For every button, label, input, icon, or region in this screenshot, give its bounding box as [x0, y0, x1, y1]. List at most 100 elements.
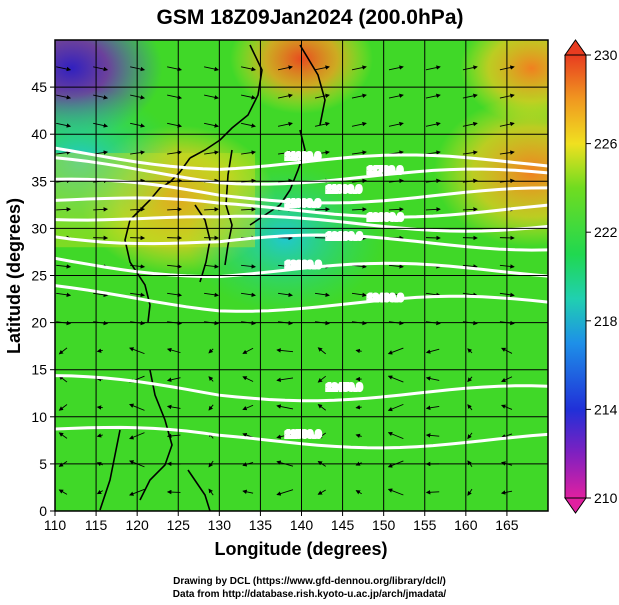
colorbar-tick-label: 218 [594, 313, 618, 329]
x-tick-label: 120 [125, 517, 149, 533]
wind-vector [93, 207, 109, 212]
x-tick-label: 150 [372, 517, 396, 533]
wind-vector [425, 150, 441, 155]
wind-vector [96, 348, 103, 353]
colorbar: 210 214 218 222 226 230 [564, 39, 618, 514]
wind-vector [240, 94, 256, 100]
wind-vector [467, 348, 473, 354]
contour-label: 11700.0 [367, 166, 403, 177]
wind-vector [388, 93, 404, 99]
x-tick-label: 145 [331, 517, 355, 533]
wind-vector [425, 121, 441, 127]
wind-vector [388, 264, 404, 269]
wind-vector [56, 207, 72, 212]
wind-vector [208, 376, 214, 382]
colorbar-max-arrow [564, 39, 587, 56]
wind-vector [240, 66, 256, 72]
wind-vector [388, 65, 404, 71]
wind-vector [241, 264, 256, 269]
wind-vector [96, 489, 104, 495]
y-tick-label: 30 [31, 220, 47, 236]
wind-vector [351, 65, 367, 71]
wind-vector [351, 93, 367, 99]
wind-vector [278, 264, 293, 269]
colorbar-ramp [564, 54, 587, 499]
wind-vector [425, 405, 440, 411]
wind-vector [317, 375, 327, 383]
wind-vector [314, 150, 330, 155]
wind-vector [355, 490, 362, 495]
wind-vector [467, 488, 473, 496]
wind-vector [425, 490, 440, 495]
wind-vector [204, 264, 220, 269]
wind-vector [467, 404, 473, 411]
wind-vector [96, 433, 103, 438]
wind-vector [276, 489, 294, 496]
wind-vector [462, 292, 478, 298]
wind-vector [277, 65, 293, 71]
wind-vector [425, 433, 440, 438]
wind-vector [351, 207, 367, 212]
wind-vector [58, 404, 68, 411]
wind-vector [276, 348, 294, 353]
grid [55, 40, 548, 511]
wind-vector [388, 207, 404, 212]
wind-vector [462, 65, 478, 71]
chart-title: GSM 18Z09Jan2024 (200.0hPa) [156, 6, 463, 29]
wind-vector [278, 292, 293, 298]
wind-vector [351, 292, 367, 298]
wind-vector [167, 150, 183, 155]
wind-vector [462, 207, 478, 212]
wind-vector [276, 404, 294, 410]
wind-vector [204, 207, 220, 212]
y-tick-label: 25 [31, 268, 47, 284]
y-tick-label: 35 [31, 173, 47, 189]
x-tick-label: 155 [413, 517, 437, 533]
wind-vector [242, 404, 254, 411]
contour-label: 11600.0 [285, 151, 321, 162]
wind-vector [56, 150, 72, 155]
wind-vector [425, 376, 440, 381]
wind-vector [467, 432, 473, 440]
wind-vector [276, 433, 294, 439]
wind-vector [208, 348, 214, 354]
wind-vector [56, 264, 72, 269]
wind-vector [425, 292, 441, 298]
wind-vector [58, 489, 68, 495]
wind-vector [355, 405, 362, 410]
wind-vector [462, 150, 478, 155]
colorbar-tick-label: 222 [594, 224, 618, 240]
y-tick-label: 20 [31, 315, 47, 331]
wind-vector [351, 150, 367, 155]
x-tick-label: 125 [167, 517, 191, 533]
y-tick-label: 15 [31, 362, 47, 378]
wind-vector [96, 405, 103, 410]
colorbar-min-arrow [564, 497, 587, 514]
wind-vector [317, 347, 327, 355]
wind-vector [208, 404, 214, 411]
wind-vector [387, 488, 404, 496]
wind-vector [317, 489, 326, 495]
x-tick-label: 160 [454, 517, 478, 533]
wind-vector [167, 94, 183, 100]
wind-vector [462, 121, 478, 127]
wind-vector [242, 376, 254, 382]
contour-label: 12400.0 [367, 293, 404, 304]
wind-vector [387, 403, 404, 412]
wind-vector [387, 375, 404, 383]
wind-vector [425, 93, 441, 99]
wind-vector [56, 122, 72, 128]
wind-vector [56, 66, 72, 72]
wind-vector [388, 292, 404, 298]
wind-vector [93, 292, 109, 298]
colorbar-tick-label: 230 [594, 47, 618, 63]
wind-vector [167, 264, 183, 269]
x-axis-label: Longitude (degrees) [214, 539, 387, 559]
wind-vector [278, 150, 293, 155]
wind-vector [56, 94, 72, 100]
wind-vector [277, 121, 293, 127]
wind-vector [462, 93, 478, 99]
x-tick-label: 115 [85, 517, 108, 533]
wind-vector [317, 432, 326, 439]
